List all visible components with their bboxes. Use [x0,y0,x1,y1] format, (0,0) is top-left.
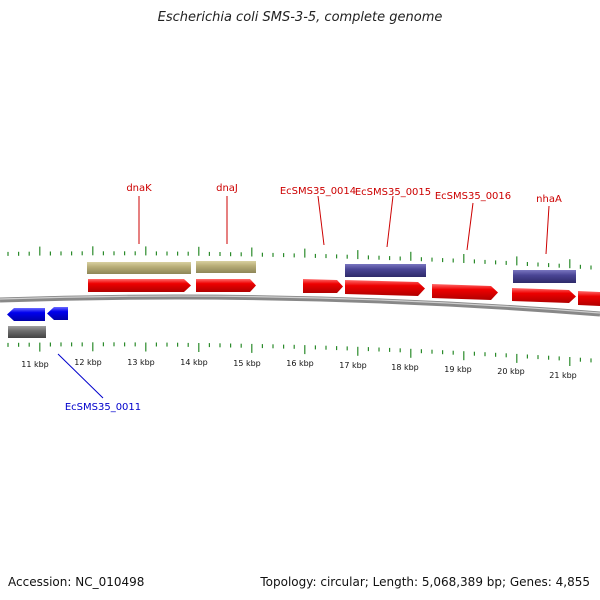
leader-lines-red [138,195,550,255]
map-title: Escherichia coli SMS-3-5, complete genom… [157,10,443,25]
leader-0015 [386,195,394,248]
gene-label-0015: EcSMS35_0015 [355,187,431,198]
cds-arrow-nhaA [512,288,576,303]
cds-arrow-0011 [7,308,45,321]
gene-label-dnaJ: dnaJ [216,183,238,194]
cds-arrow-next [578,291,600,306]
axis-label: 17 kbp [339,361,367,370]
leader-nhaA [545,205,550,255]
axis-label: 15 kbp [233,359,261,368]
axis-label: 21 kbp [549,371,577,380]
gene-label-0011: EcSMS35_0011 [65,402,141,413]
cds-arrow-0016 [432,284,498,300]
axis-label: 19 kbp [444,365,472,374]
gene-label-dnaK: dnaK [126,183,152,194]
feature-purple-0015 [345,264,426,277]
cds-arrow-dnaK [88,279,191,292]
feature-gray-0011 [8,326,46,338]
gene-label-0016: EcSMS35_0016 [435,191,511,202]
cds-arrow-0014 [303,279,343,293]
feature-purple-nhaA [513,270,576,283]
upper-tick-ring [7,246,592,270]
axis-label: 18 kbp [391,363,419,372]
genome-backbone [0,294,600,317]
axis-label: 14 kbp [180,358,208,367]
genome-summary-text: Topology: circular; Length: 5,068,389 bp… [260,575,590,589]
axis-label: 13 kbp [127,358,155,367]
gene-label-0014: EcSMS35_0014 [280,186,356,197]
axis-labels: 11 kbp 12 kbp 13 kbp 14 kbp 15 kbp 16 kb… [21,358,577,380]
leader-0014 [317,195,325,246]
leader-0011 [57,353,104,399]
cds-arrow-0012 [47,307,68,320]
leader-0016 [466,202,474,251]
lower-tick-ring [7,342,592,366]
axis-label: 12 kbp [74,358,102,367]
cds-arrow-dnaJ [196,279,256,292]
feature-tan-dnaJ [196,261,256,273]
axis-label: 20 kbp [497,367,525,376]
gene-label-nhaA: nhaA [536,194,562,205]
axis-label: 16 kbp [286,359,314,368]
axis-label: 11 kbp [21,360,49,369]
accession-text: Accession: NC_010498 [8,575,145,589]
cds-arrow-0015 [345,280,425,296]
feature-tan-dnaK [87,262,191,274]
genome-backbone-highlight [0,295,600,314]
